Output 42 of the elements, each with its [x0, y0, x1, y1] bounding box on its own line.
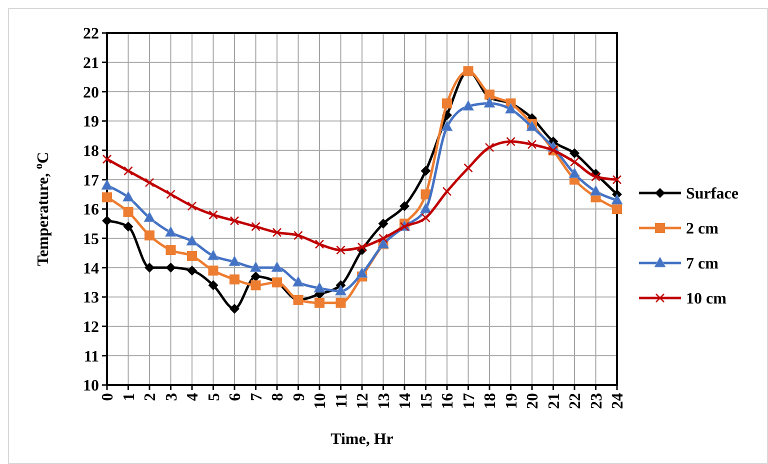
x-tick-label: 13	[376, 393, 393, 409]
x-tick-label: 8	[270, 393, 287, 401]
x-tick-label: 3	[163, 393, 180, 401]
x-tick-label: 5	[206, 393, 223, 401]
y-tick-label: 12	[83, 318, 99, 336]
x-tick-label: 2	[142, 393, 160, 401]
x-tick-label: 14	[397, 393, 414, 409]
x-tick-label: 9	[290, 393, 308, 401]
x-tick-label: 24	[610, 393, 627, 409]
x-tick-label: 6	[227, 393, 244, 401]
x-tick-label: 19	[503, 393, 520, 409]
x-tick-label: 22	[567, 393, 584, 409]
y-tick-label: 15	[83, 230, 99, 248]
y-tick-label: 18	[83, 142, 99, 160]
y-tick-label: 13	[83, 290, 99, 307]
legend-label: 7 cm	[686, 256, 720, 273]
x-tick-label: 12	[354, 393, 372, 409]
x-tick-label: 10	[312, 393, 330, 409]
x-tick-label: 23	[588, 393, 606, 409]
x-tick-label: 21	[546, 393, 563, 409]
y-tick-label: 16	[83, 202, 99, 219]
x-tick-label: 18	[482, 393, 500, 409]
y-tick-label: 17	[83, 172, 99, 190]
x-tick-label: 7	[248, 393, 266, 401]
x-tick-label: 1	[120, 393, 138, 401]
x-tick-label: 15	[418, 393, 436, 409]
legend-label: 10 cm	[686, 290, 728, 308]
x-tick-label: 4	[184, 393, 202, 401]
legend-label: Surface	[686, 186, 738, 203]
x-tick-label: 20	[524, 393, 542, 409]
x-tick-label: 16	[440, 393, 457, 409]
y-tick-label: 20	[83, 84, 99, 102]
y-tick-label: 21	[83, 54, 99, 72]
x-tick-label: 0	[100, 393, 117, 401]
y-tick-label: 19	[83, 114, 99, 131]
legend-label: 2 cm	[686, 220, 720, 238]
y-tick-label: 11	[84, 348, 99, 366]
y-tick-label: 14	[83, 260, 99, 278]
y-tick-label: 22	[83, 26, 99, 43]
x-tick-label: 11	[333, 393, 350, 408]
x-tick-label: 17	[460, 393, 478, 409]
x-axis-title: Time, Hr	[330, 431, 394, 448]
